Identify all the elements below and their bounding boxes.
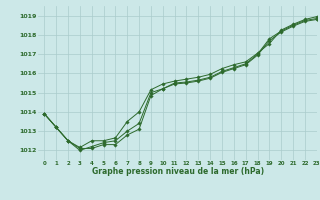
X-axis label: Graphe pression niveau de la mer (hPa): Graphe pression niveau de la mer (hPa) <box>92 167 264 176</box>
